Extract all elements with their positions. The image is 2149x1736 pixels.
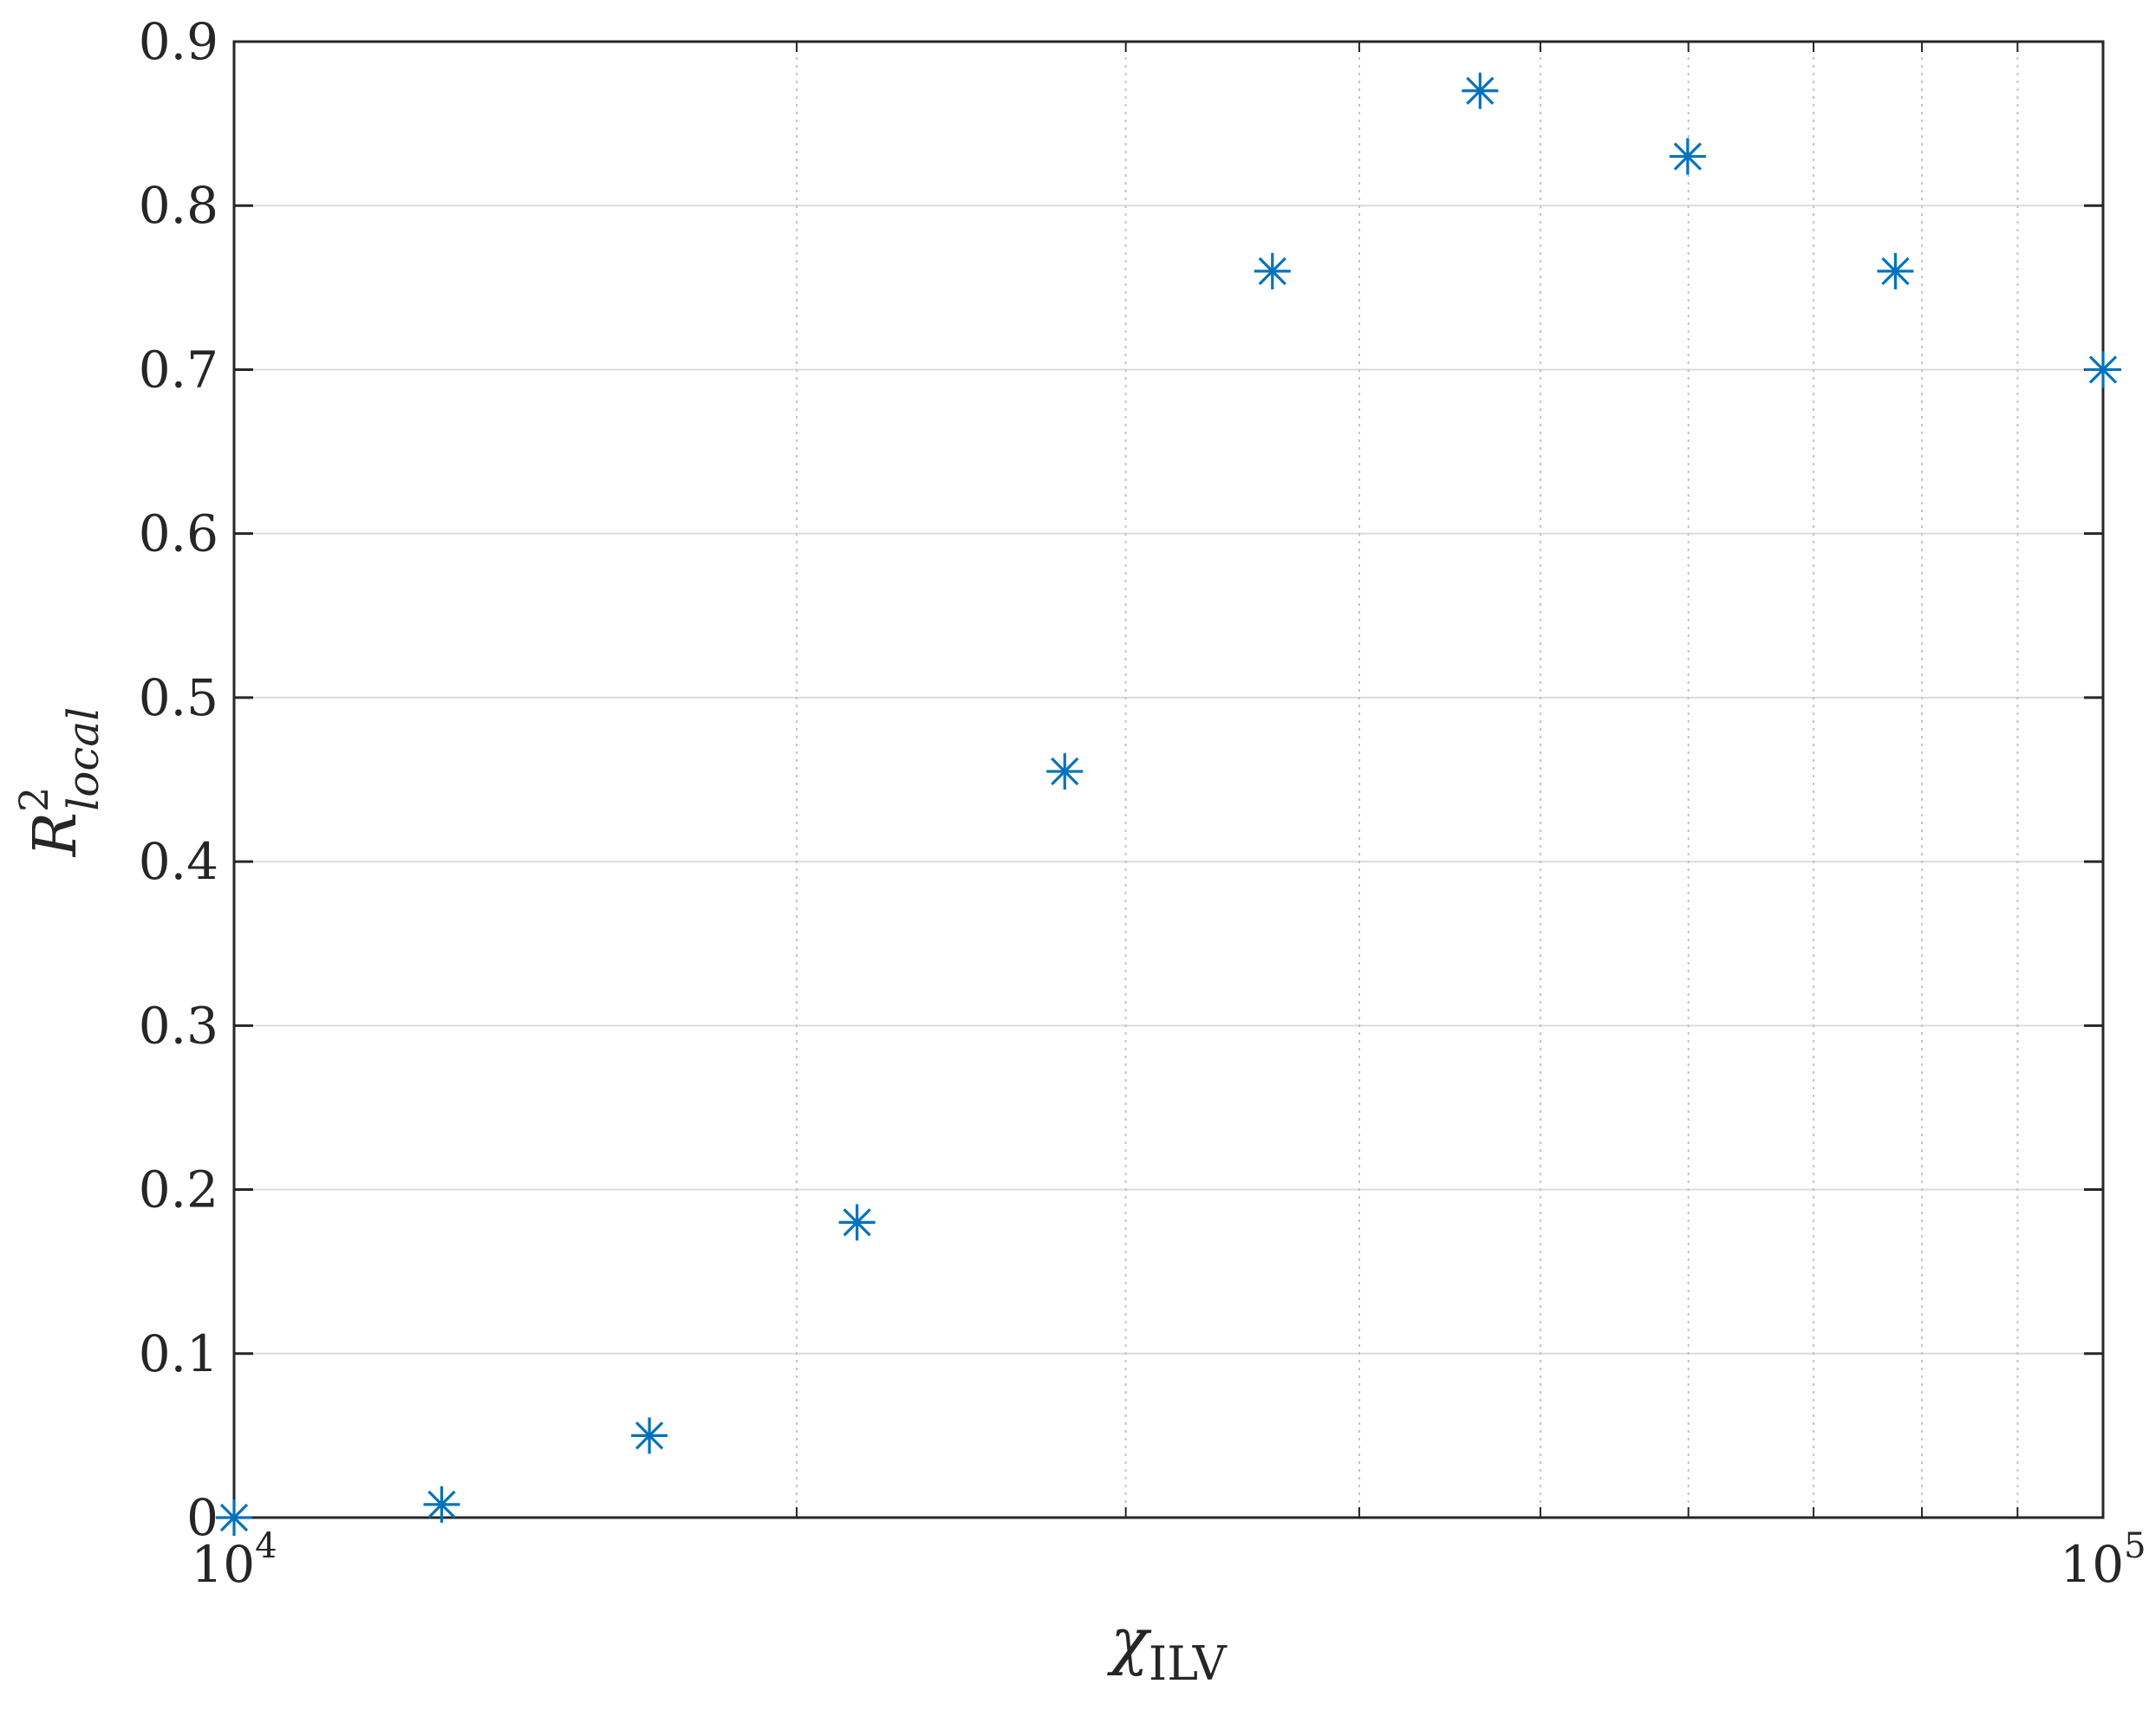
data-point: [1046, 753, 1084, 790]
y-tick-label: 0.1: [139, 1324, 218, 1383]
x-tick-label: 104: [191, 1526, 277, 1594]
data-point: [838, 1204, 876, 1241]
y-tick-label: 0.4: [139, 832, 218, 891]
y-tick-label: 0: [186, 1488, 218, 1547]
data-point: [1669, 138, 1706, 175]
y-tick-label: 0.5: [139, 668, 218, 727]
x-axis-label: χILV: [1106, 1604, 1227, 1691]
x-tick-label: 105: [2060, 1526, 2146, 1594]
y-tick-label: 0.8: [139, 176, 218, 235]
tick-labels: 0 0.1 0.2 0.3 0.4 0.5 0.6 0.7 0.8 0.9 104 105: [139, 12, 2146, 1594]
y-tick-label: 0.3: [139, 996, 218, 1055]
data-point: [216, 1499, 252, 1536]
data-point: [2085, 351, 2121, 388]
y-tick-label: 0.6: [139, 504, 218, 563]
data-point: [1462, 72, 1499, 109]
axis-ticks: [234, 40, 2103, 1519]
plot-area-frame: [232, 40, 2105, 1519]
data-point: [631, 1417, 668, 1454]
y-tick-label: 0.9: [139, 12, 218, 71]
y-tick-label: 0.7: [139, 340, 218, 399]
data-point: [1877, 252, 1914, 289]
data-point: [1254, 252, 1291, 289]
data-point: [423, 1486, 460, 1523]
y-axis-label: R2local: [10, 707, 108, 858]
grid-lines: [234, 42, 2103, 1518]
data-points: [216, 72, 2121, 1536]
y-tick-label: 0.2: [139, 1161, 218, 1219]
